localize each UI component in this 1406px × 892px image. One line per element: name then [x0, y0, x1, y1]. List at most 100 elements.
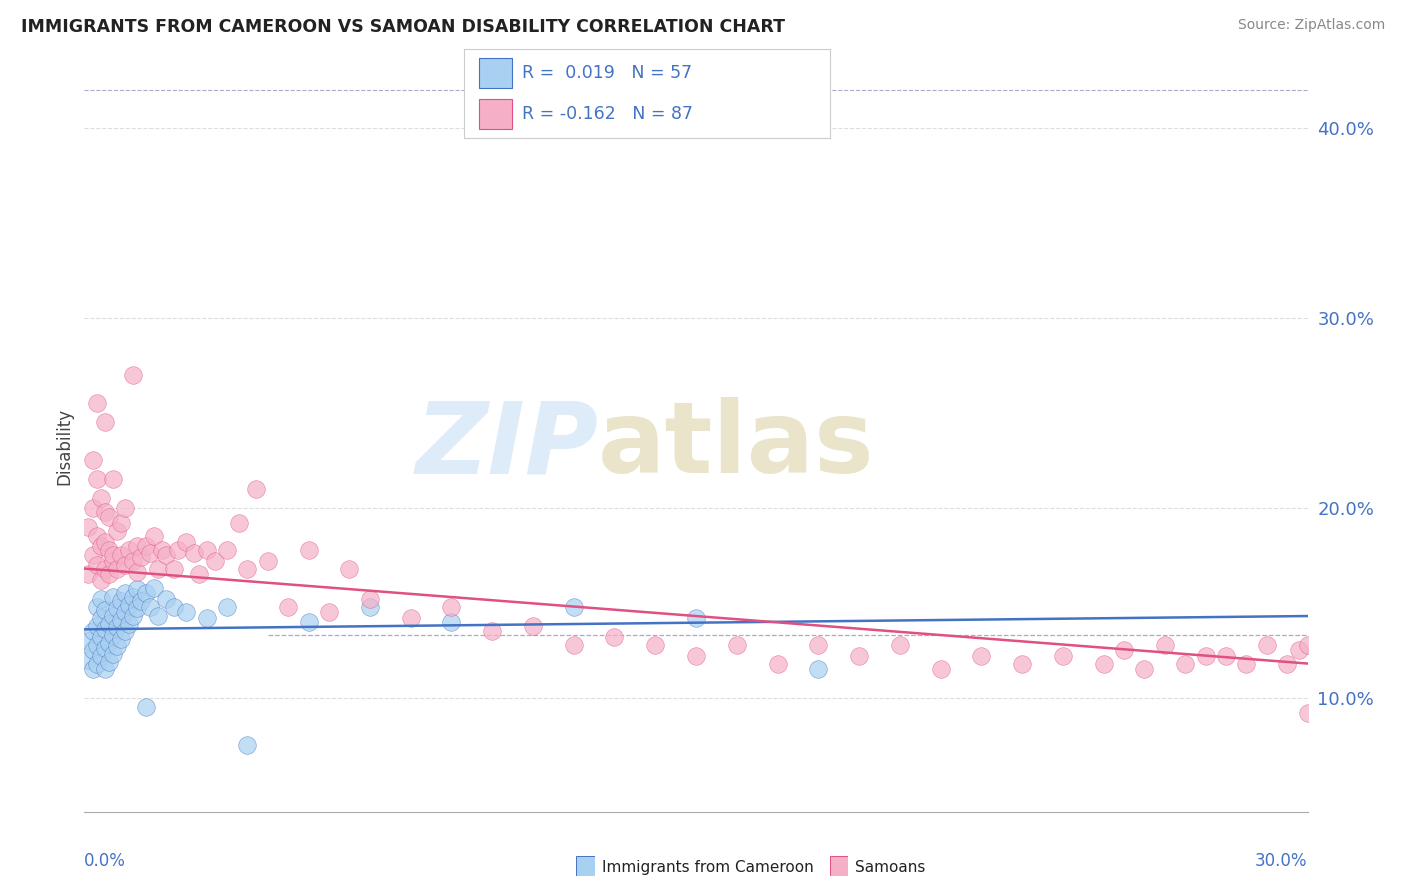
Point — [97, 542, 120, 557]
Point — [101, 628, 124, 642]
Point — [110, 516, 132, 530]
Point — [440, 615, 463, 629]
Point — [236, 738, 259, 752]
Point — [440, 599, 463, 614]
Point — [848, 648, 870, 663]
Point — [90, 630, 112, 644]
Point — [163, 561, 186, 575]
Point — [228, 516, 250, 530]
Point — [105, 640, 128, 654]
Point — [110, 548, 132, 562]
Point — [138, 546, 160, 560]
Point — [135, 700, 157, 714]
Point — [82, 453, 104, 467]
Bar — [478, 99, 512, 129]
Point — [114, 624, 136, 639]
Point — [1234, 657, 1257, 671]
Point — [86, 618, 108, 632]
Point — [142, 581, 165, 595]
Point — [114, 558, 136, 572]
Point — [82, 643, 104, 657]
Point — [82, 624, 104, 639]
Point — [93, 415, 115, 429]
Point — [114, 605, 136, 619]
Point — [1052, 648, 1074, 663]
Point — [1133, 662, 1156, 676]
Point — [77, 567, 100, 582]
Point — [90, 648, 112, 663]
Point — [807, 638, 830, 652]
Point — [298, 542, 321, 557]
Point — [1092, 657, 1115, 671]
Point — [127, 601, 149, 615]
Point — [481, 624, 503, 639]
Point — [1114, 643, 1136, 657]
Text: Source: ZipAtlas.com: Source: ZipAtlas.com — [1237, 18, 1385, 32]
Point — [93, 535, 115, 549]
Text: 0.0%: 0.0% — [84, 852, 127, 870]
Point — [101, 472, 124, 486]
Point — [174, 535, 197, 549]
Point — [90, 491, 112, 506]
Point — [122, 609, 145, 624]
Point — [1153, 638, 1175, 652]
Point — [603, 630, 626, 644]
Point — [90, 611, 112, 625]
Point — [97, 635, 120, 649]
Text: R =  0.019   N = 57: R = 0.019 N = 57 — [523, 64, 693, 82]
Point — [86, 558, 108, 572]
Point — [1256, 638, 1278, 652]
Point — [101, 590, 124, 604]
Point — [101, 647, 124, 661]
Point — [889, 638, 911, 652]
Point — [138, 599, 160, 614]
Point — [217, 542, 239, 557]
Point — [339, 561, 360, 575]
Point — [644, 638, 666, 652]
Point — [562, 638, 585, 652]
Point — [298, 615, 321, 629]
Point — [101, 554, 124, 568]
Text: 30.0%: 30.0% — [1256, 852, 1308, 870]
Point — [359, 599, 381, 614]
Text: IMMIGRANTS FROM CAMEROON VS SAMOAN DISABILITY CORRELATION CHART: IMMIGRANTS FROM CAMEROON VS SAMOAN DISAB… — [21, 18, 785, 36]
Point — [90, 573, 112, 587]
Point — [110, 594, 132, 608]
Point — [82, 662, 104, 676]
Point — [90, 539, 112, 553]
Point — [318, 605, 340, 619]
Point — [127, 582, 149, 597]
Point — [399, 611, 422, 625]
Point — [685, 611, 707, 625]
Point — [77, 653, 100, 667]
Point — [86, 638, 108, 652]
Point — [195, 611, 218, 625]
Point — [110, 632, 132, 646]
Point — [86, 472, 108, 486]
Point — [1174, 657, 1197, 671]
Point — [522, 618, 544, 632]
Point — [807, 662, 830, 676]
Point — [97, 510, 120, 524]
Point — [725, 638, 748, 652]
Point — [146, 561, 169, 575]
Point — [1195, 648, 1218, 663]
Point — [93, 561, 115, 575]
Point — [93, 504, 115, 518]
Point — [150, 542, 173, 557]
Point — [105, 620, 128, 634]
Point — [97, 567, 120, 582]
Point — [1288, 643, 1310, 657]
Point — [93, 623, 115, 637]
Point — [82, 500, 104, 515]
Point — [929, 662, 952, 676]
Y-axis label: Disability: Disability — [55, 408, 73, 484]
Point — [131, 550, 153, 565]
Point — [122, 590, 145, 604]
Point — [110, 613, 132, 627]
Text: Immigrants from Cameroon: Immigrants from Cameroon — [602, 860, 814, 874]
Point — [101, 548, 124, 562]
Point — [167, 542, 190, 557]
Point — [1011, 657, 1033, 671]
Point — [118, 616, 141, 631]
